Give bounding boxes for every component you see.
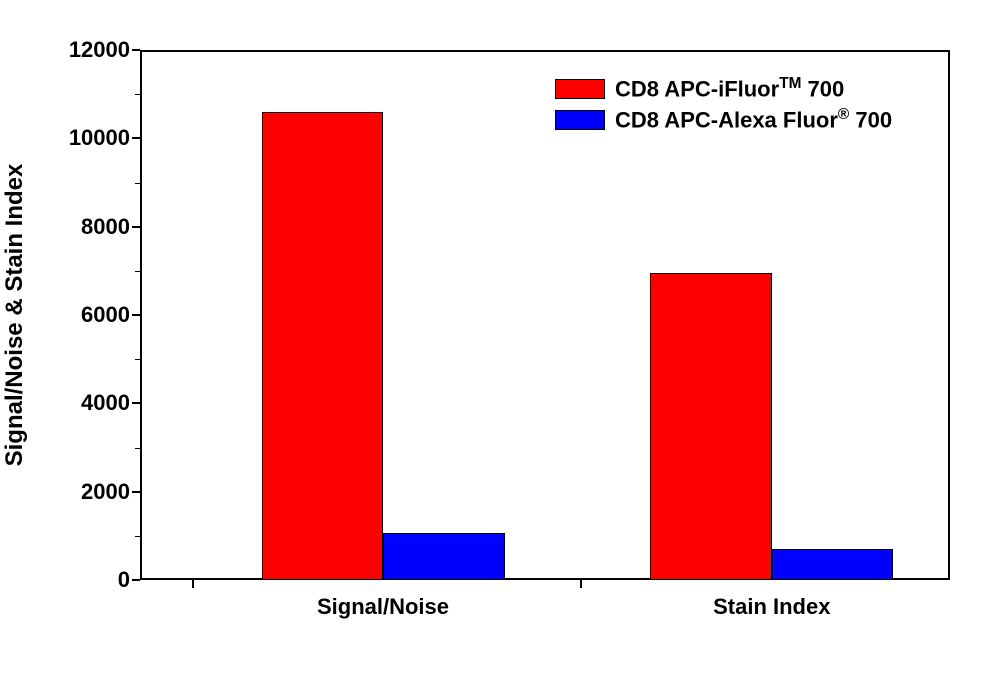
y-tick-minor (135, 536, 140, 537)
y-tick (132, 49, 140, 51)
y-tick (132, 491, 140, 493)
x-category-label: Stain Index (672, 594, 872, 620)
x-tick (580, 580, 582, 588)
bar (772, 549, 894, 580)
y-tick-label: 10000 (40, 125, 130, 151)
y-tick-label: 12000 (40, 37, 130, 63)
y-tick-minor (135, 94, 140, 95)
y-tick (132, 402, 140, 404)
legend: CD8 APC-iFluorTM 700 CD8 APC-Alexa Fluor®… (555, 75, 892, 138)
y-tick-label: 8000 (40, 214, 130, 240)
legend-item: CD8 APC-Alexa Fluor® 700 (555, 106, 892, 133)
bar (650, 273, 772, 580)
bar-chart: Signal/Noise & Stain Index CD8 APC-iFluo… (0, 0, 1000, 679)
y-tick-minor (135, 271, 140, 272)
y-tick (132, 579, 140, 581)
y-tick-label: 4000 (40, 390, 130, 416)
y-tick-minor (135, 359, 140, 360)
legend-swatch (555, 79, 605, 99)
legend-label: CD8 APC-iFluorTM 700 (615, 75, 844, 102)
y-tick (132, 137, 140, 139)
y-tick (132, 314, 140, 316)
y-axis-title: Signal/Noise & Stain Index (1, 50, 29, 580)
legend-item: CD8 APC-iFluorTM 700 (555, 75, 892, 102)
y-tick-minor (135, 448, 140, 449)
x-category-label: Signal/Noise (283, 594, 483, 620)
y-tick (132, 226, 140, 228)
bar (383, 533, 505, 580)
y-tick-label: 2000 (40, 479, 130, 505)
bar (262, 112, 384, 580)
y-tick-label: 0 (40, 567, 130, 593)
legend-label: CD8 APC-Alexa Fluor® 700 (615, 106, 892, 133)
y-tick-minor (135, 183, 140, 184)
y-tick-label: 6000 (40, 302, 130, 328)
x-tick (192, 580, 194, 588)
legend-swatch (555, 110, 605, 130)
